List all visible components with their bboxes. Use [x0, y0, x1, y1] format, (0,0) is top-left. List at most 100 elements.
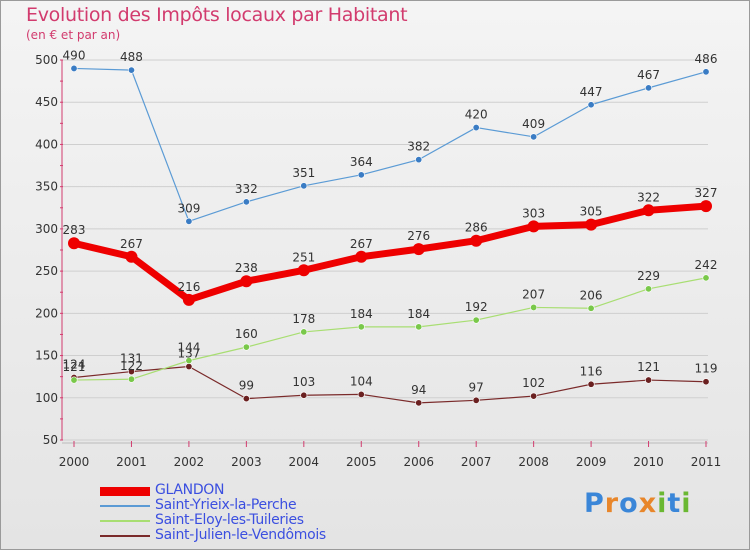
x-tick-label: 2003	[231, 455, 262, 469]
data-point	[645, 376, 653, 384]
data-label: 97	[469, 380, 484, 394]
data-label: 99	[239, 379, 254, 393]
data-label: 309	[177, 201, 200, 215]
data-point	[645, 84, 653, 92]
data-label: 409	[522, 117, 545, 131]
y-tick-label: 500	[35, 53, 58, 67]
x-tick-label: 2009	[576, 455, 607, 469]
data-label: 124	[63, 358, 86, 372]
data-label: 364	[350, 155, 373, 169]
data-point	[530, 133, 538, 141]
data-label: 119	[695, 362, 718, 376]
data-label: 184	[407, 307, 430, 321]
data-label: 267	[350, 237, 373, 251]
data-label: 103	[292, 375, 315, 389]
data-label: 192	[465, 300, 488, 314]
data-point	[242, 198, 250, 206]
legend-label: Saint-Julien-le-Vendômois	[155, 527, 326, 543]
data-label: 131	[120, 352, 143, 366]
data-point	[125, 250, 138, 263]
data-label: 184	[350, 307, 373, 321]
chart-subtitle: (en € et par an)	[26, 28, 121, 42]
data-point	[297, 264, 310, 277]
y-tick-label: 350	[35, 180, 58, 194]
data-label: 327	[695, 186, 718, 200]
legend-item: Saint-Yrieix-la-Perche	[100, 497, 400, 514]
data-label: 116	[580, 364, 603, 378]
data-point	[242, 395, 250, 403]
data-label: 303	[522, 206, 545, 220]
data-label: 332	[235, 182, 258, 196]
proxiti-logo: Proxiti	[584, 488, 692, 519]
legend-item: Saint-Eloy-les-Tuileries	[100, 512, 400, 529]
legend-swatch	[100, 486, 150, 496]
data-point	[587, 380, 595, 388]
x-tick-label: 2004	[289, 455, 320, 469]
data-label: 160	[235, 327, 258, 341]
data-label: 206	[580, 288, 603, 302]
data-point	[702, 378, 710, 386]
logo-letter: P	[584, 488, 605, 519]
data-point	[415, 399, 423, 407]
data-label: 447	[580, 85, 603, 99]
data-point	[68, 237, 80, 250]
legend: GLANDON Saint-Yrieix-la-Perche Saint-Elo…	[100, 482, 400, 544]
data-label: 238	[235, 261, 258, 275]
y-tick-label: 300	[35, 222, 58, 236]
legend-label: Saint-Yrieix-la-Perche	[155, 497, 297, 513]
y-tick-label: 50	[43, 433, 58, 447]
data-label: 251	[292, 250, 315, 264]
data-point	[470, 234, 483, 247]
x-tick-label: 2006	[403, 455, 434, 469]
data-label: 229	[637, 269, 660, 283]
data-point	[300, 328, 308, 336]
data-point	[300, 391, 308, 399]
y-tick-label: 400	[35, 137, 58, 151]
data-point	[357, 390, 365, 398]
data-label: 305	[580, 205, 603, 219]
data-label: 467	[637, 68, 660, 82]
data-point	[240, 275, 253, 288]
data-point	[185, 363, 193, 371]
legend-swatch	[100, 535, 150, 537]
x-tick-label: 2008	[518, 455, 549, 469]
data-point	[412, 243, 425, 256]
data-label: 102	[522, 376, 545, 390]
data-point	[127, 368, 135, 376]
data-label: 137	[177, 347, 200, 361]
x-tick-label: 2010	[633, 455, 664, 469]
series-line	[70, 202, 710, 304]
x-tick-label: 2000	[59, 455, 90, 469]
legend-swatch	[100, 520, 150, 522]
legend-label: Saint-Eloy-les-Tuileries	[155, 512, 304, 528]
data-point	[700, 200, 712, 213]
data-point	[127, 66, 135, 74]
y-tick-label: 100	[35, 391, 58, 405]
data-label: 490	[63, 48, 86, 62]
data-label: 267	[120, 237, 143, 251]
y-tick-label: 200	[35, 306, 58, 320]
legend-swatch	[100, 505, 150, 507]
series-line	[73, 277, 707, 381]
logo-letter: i	[657, 488, 668, 519]
y-tick-label: 250	[35, 264, 58, 278]
x-tick-label: 2002	[174, 455, 205, 469]
data-point	[472, 124, 480, 132]
data-label: 488	[120, 50, 143, 64]
data-label: 486	[695, 52, 718, 66]
data-point	[530, 303, 538, 311]
data-point	[70, 376, 78, 384]
data-point	[185, 217, 193, 225]
data-label: 382	[407, 140, 430, 154]
legend-item: Saint-Julien-le-Vendômois	[100, 527, 400, 544]
data-label: 178	[292, 312, 315, 326]
logo-letter: r	[604, 488, 620, 519]
data-label: 121	[637, 360, 660, 374]
data-label: 286	[465, 221, 488, 235]
data-point	[587, 304, 595, 312]
y-tick-label: 450	[35, 95, 58, 109]
data-label: 144	[177, 341, 200, 355]
x-tick-label: 2005	[346, 455, 377, 469]
